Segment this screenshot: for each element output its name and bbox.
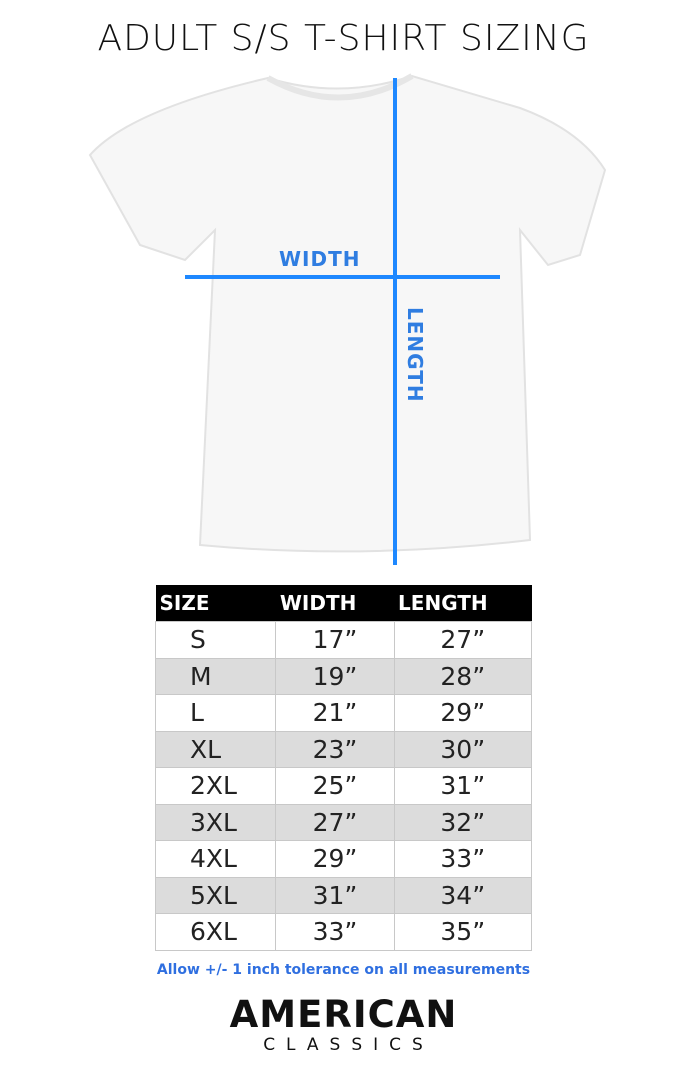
table-row: S 17” 27” xyxy=(154,621,533,659)
cell-size: XL xyxy=(154,730,277,768)
cell-size: 2XL xyxy=(154,767,277,805)
table-row: 4XL 29” 33” xyxy=(154,840,533,878)
header-size: SIZE xyxy=(155,585,276,622)
cell-length: 32” xyxy=(393,803,533,841)
cell-size: 5XL xyxy=(154,876,277,914)
table-row: L 21” 29” xyxy=(154,694,533,732)
cell-length: 34” xyxy=(393,876,533,914)
cell-length: 27” xyxy=(393,621,533,659)
page-title: ADULT S/S T-SHIRT SIZING xyxy=(97,18,590,59)
size-table: SIZE WIDTH LENGTH S 17” 27” M 19” 28” L 21” 29” X… xyxy=(154,585,533,951)
cell-size: 4XL xyxy=(154,840,277,878)
table-row: 2XL 25” 31” xyxy=(154,767,533,805)
header-length: LENGTH xyxy=(394,585,532,622)
cell-length: 28” xyxy=(393,657,533,695)
cell-width: 31” xyxy=(275,876,395,914)
cell-length: 35” xyxy=(393,913,533,951)
cell-size: S xyxy=(154,621,277,659)
tshirt-diagram xyxy=(88,73,607,565)
table-row: 5XL 31” 34” xyxy=(154,876,533,914)
brand-logo: AMERICAN CLASSICS xyxy=(0,993,687,1056)
cell-width: 23” xyxy=(275,730,395,768)
tolerance-note: Allow +/- 1 inch tolerance on all measur… xyxy=(156,962,531,978)
cell-width: 21” xyxy=(275,694,395,732)
length-label: LENGTH xyxy=(403,307,427,403)
cell-length: 29” xyxy=(393,694,533,732)
tshirt-shape xyxy=(88,74,607,553)
table-row: XL 23” 30” xyxy=(154,730,533,768)
width-label: WIDTH xyxy=(279,247,361,271)
cell-length: 31” xyxy=(393,767,533,805)
cell-width: 19” xyxy=(275,657,395,695)
logo-line2: CLASSICS xyxy=(263,1035,434,1055)
cell-width: 33” xyxy=(275,913,395,951)
cell-size: 3XL xyxy=(154,803,277,841)
cell-width: 27” xyxy=(275,803,395,841)
header-width: WIDTH xyxy=(275,585,395,622)
cell-size: 6XL xyxy=(154,913,277,951)
table-row: 3XL 27” 32” xyxy=(154,803,533,841)
table-row: M 19” 28” xyxy=(154,657,533,695)
cell-length: 30” xyxy=(393,730,533,768)
cell-width: 17” xyxy=(275,621,395,659)
cell-width: 29” xyxy=(275,840,395,878)
cell-width: 25” xyxy=(275,767,395,805)
logo-line1: AMERICAN xyxy=(229,993,458,1036)
table-row: 6XL 33” 35” xyxy=(154,913,533,951)
cell-length: 33” xyxy=(393,840,533,878)
table-header: SIZE WIDTH LENGTH xyxy=(155,585,532,622)
cell-size: L xyxy=(154,694,277,732)
cell-size: M xyxy=(154,657,277,695)
